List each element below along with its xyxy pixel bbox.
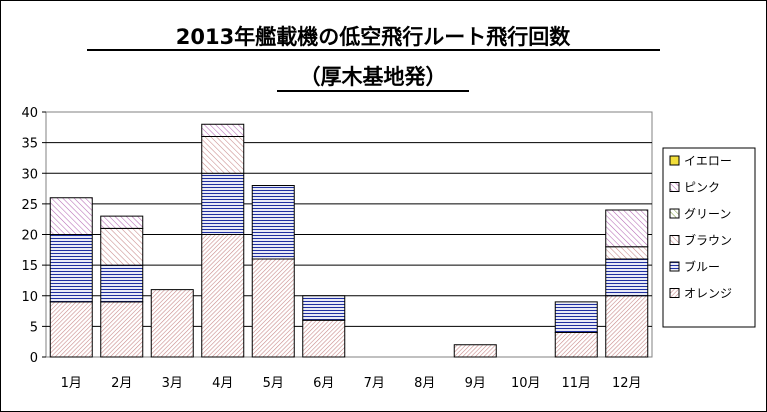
x-tick-label: 4月 bbox=[212, 376, 233, 391]
legend-label: グリーン bbox=[684, 207, 731, 221]
y-tick-label: 35 bbox=[21, 137, 38, 152]
bar-segment-blue bbox=[302, 295, 346, 321]
x-tick-label: 1月 bbox=[61, 376, 82, 391]
legend-label: ブラウン bbox=[684, 233, 732, 248]
bar-segment-blue bbox=[49, 234, 93, 303]
bars bbox=[49, 123, 649, 358]
y-tick-label: 25 bbox=[21, 198, 38, 213]
bar-segment-orange bbox=[100, 301, 144, 358]
y-tick-label: 30 bbox=[21, 167, 38, 182]
legend-label: ピンク bbox=[684, 181, 720, 195]
x-tick-label: 12月 bbox=[612, 376, 642, 391]
legend-swatch-brown bbox=[669, 235, 680, 245]
y-tick-label: 15 bbox=[21, 259, 38, 274]
legend-label: オレンジ bbox=[684, 287, 732, 301]
bar-segment-blue bbox=[554, 301, 598, 333]
bar-segment-orange bbox=[49, 301, 93, 358]
x-tick-label: 2月 bbox=[111, 376, 132, 391]
legend-swatch-green bbox=[669, 208, 680, 219]
bar-segment-pink bbox=[201, 123, 245, 137]
bar-segment-blue bbox=[100, 264, 144, 303]
x-tick-label: 11月 bbox=[561, 376, 591, 391]
x-tick-label: 10月 bbox=[511, 376, 541, 391]
bar-segment-brown bbox=[100, 227, 144, 266]
chart-subtitle: （厚木基地発） bbox=[300, 65, 447, 89]
bar-segment-orange bbox=[201, 234, 245, 358]
y-tick-label: 5 bbox=[30, 320, 38, 335]
x-tick-label: 3月 bbox=[162, 376, 183, 391]
bar-segment-orange bbox=[150, 289, 194, 358]
bar-segment-brown bbox=[201, 136, 245, 174]
gridlines bbox=[46, 142, 652, 327]
bar-segment-pink bbox=[605, 209, 649, 248]
bar-segment-orange bbox=[554, 332, 598, 358]
bar-segment-orange bbox=[453, 344, 497, 358]
y-tick-label: 40 bbox=[21, 106, 38, 121]
bar-segment-brown bbox=[605, 246, 649, 260]
bar-segment-blue bbox=[605, 258, 649, 297]
x-tick-label: 6月 bbox=[313, 376, 334, 391]
legend-swatch-blue bbox=[669, 261, 680, 272]
x-tick-label: 7月 bbox=[364, 376, 385, 391]
chart-title: 2013年艦載機の低空飛行ルート飛行回数 bbox=[176, 25, 571, 49]
bar-segment-blue bbox=[201, 172, 245, 235]
y-tick-label: 0 bbox=[30, 351, 38, 366]
x-tick-label: 5月 bbox=[263, 376, 284, 391]
legend-swatch-yellow bbox=[669, 155, 680, 166]
y-tick-label: 10 bbox=[21, 290, 38, 305]
x-tick-label: 9月 bbox=[465, 376, 486, 391]
y-axis-ticks: 0 5 10 15 20 25 30 35 40 bbox=[21, 106, 46, 366]
x-tick-label: 8月 bbox=[414, 376, 435, 391]
y-tick-label: 20 bbox=[21, 229, 38, 244]
bar-segment-pink bbox=[100, 215, 144, 229]
bar-segment-orange bbox=[302, 319, 346, 358]
legend-label: イエロー bbox=[684, 154, 732, 168]
legend-label: ブルー bbox=[684, 259, 720, 274]
bar-segment-pink bbox=[49, 197, 93, 235]
bar-segment-orange bbox=[605, 295, 649, 358]
x-axis-ticks: 1月 2月 3月 4月 5月 6月 7月 8月 9月 10月 11月 12月 bbox=[61, 376, 642, 391]
legend-swatch-orange bbox=[669, 288, 680, 298]
bar-segment-orange bbox=[251, 258, 295, 358]
bar-segment-blue bbox=[251, 185, 295, 260]
legend-swatch-pink bbox=[669, 182, 680, 192]
